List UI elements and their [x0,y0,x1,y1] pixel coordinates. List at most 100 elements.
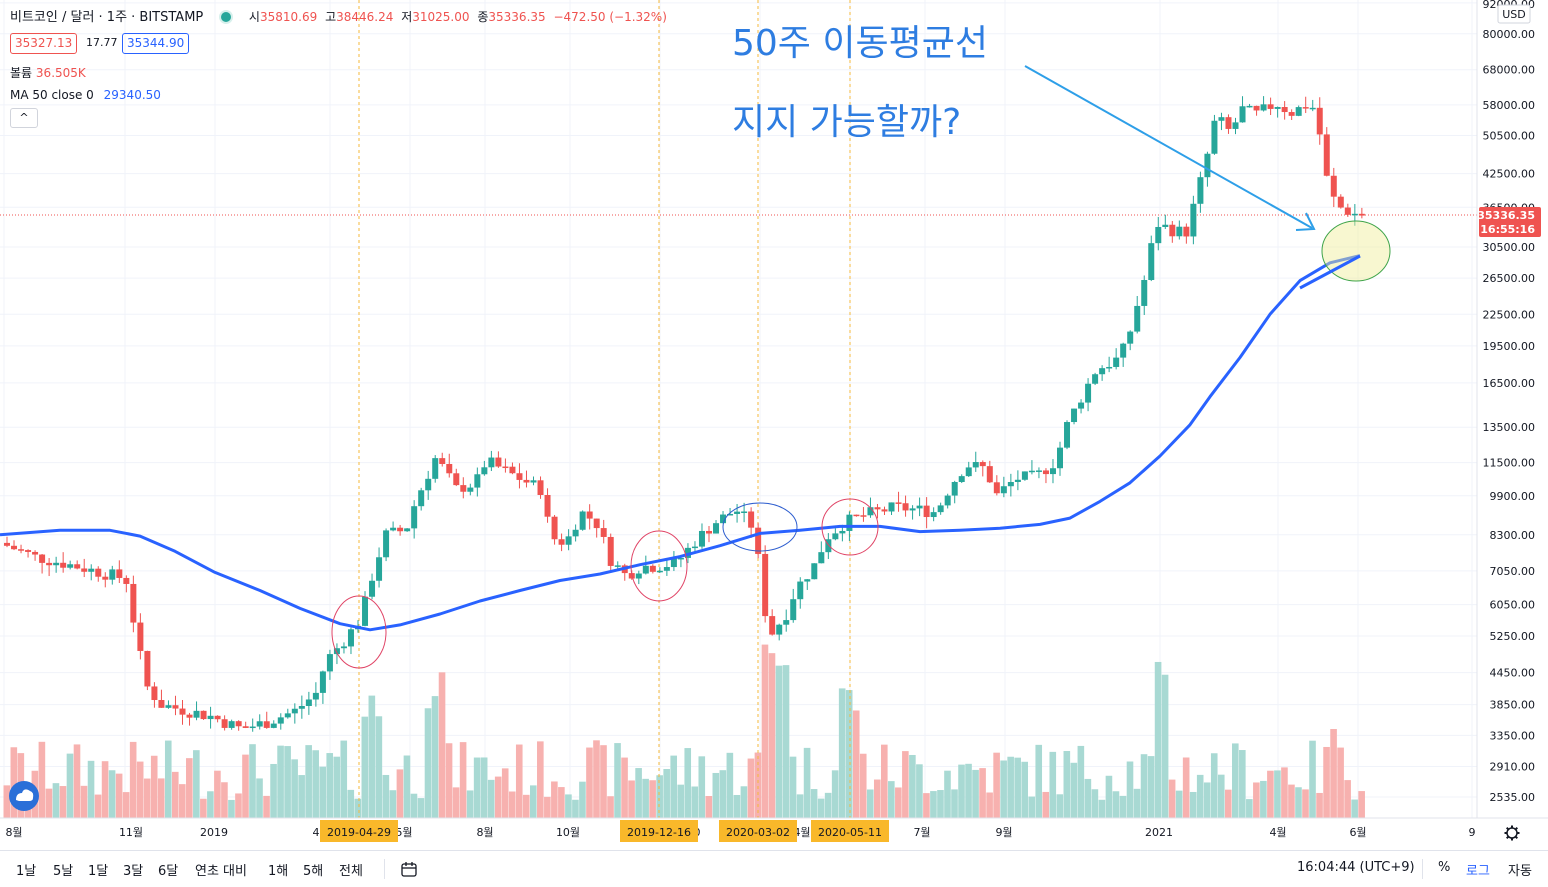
volume-bar [895,787,902,818]
price-tick-label: 6050.00 [1490,599,1536,612]
candle-body [649,565,656,572]
volume-bar [368,695,376,818]
volume-bar [1105,775,1113,818]
calendar-goto-icon[interactable] [400,860,418,878]
candle-body [965,467,972,477]
volume-bar [1288,784,1295,818]
range-all[interactable]: 전체 [339,864,363,879]
volume-bar [761,644,769,818]
volume-bar [677,784,685,818]
range-1m[interactable]: 1달 [88,864,109,879]
volume-bar [726,752,734,818]
volume-bar [417,798,425,818]
volume-bar [1028,796,1036,818]
ask-box[interactable]: 35344.90 [122,33,190,54]
candle-body [1071,408,1078,423]
candle-body [762,553,769,617]
annotation-arrow-head [1295,212,1316,231]
candle-body [397,527,404,532]
volume-bar [698,756,706,818]
axis-settings-gear-icon[interactable] [1504,825,1520,841]
range-6m[interactable]: 6달 [158,864,179,879]
candle-body [874,507,881,510]
volume-bar [649,780,656,818]
volume-bar [958,764,965,818]
annotation-title-line2: 지지 가능할까? [732,102,961,143]
candle-body [1225,117,1232,129]
last-price-label: 35336.35 [1477,209,1535,222]
range-1y[interactable]: 1해 [268,864,289,879]
volume-bar [361,716,369,818]
candle-body [1162,224,1169,227]
volume-bar [719,770,727,818]
price-tick-label: 50500.00 [1483,130,1536,143]
volume-bar [775,665,783,818]
highlight-ellipse-2019-04 [331,595,387,669]
range-3m[interactable]: 3달 [123,864,144,879]
bottom-toolbar: 1날 5날 1달 3달 6달 연초 대비 1해 5해 전체 16:04:44 (… [0,850,1548,887]
volume-bar [431,696,439,818]
candle-body [635,573,642,579]
candle-body [1246,105,1253,108]
time-tick-label: 4월 [1269,826,1286,839]
candle-body [1344,207,1351,215]
volume-bar [291,759,298,818]
auto-scale-toggle[interactable]: 자동 [1508,864,1532,879]
range-ytd[interactable]: 연초 대비 [195,864,247,879]
range-5d[interactable]: 5날 [53,864,74,879]
volume-bar [663,769,670,818]
bid-box[interactable]: 35327.13 [10,33,78,54]
volume-bar [1196,774,1204,818]
volume-bar [347,789,355,818]
volume-bar [1232,743,1239,818]
range-5y[interactable]: 5해 [303,864,324,879]
volume-bar [979,768,986,818]
candle-body [1309,107,1316,110]
time-tick-label: 9 [1469,826,1476,839]
volume-bar [1014,757,1021,818]
candle-body [495,457,502,467]
price-tick-label: 26500.00 [1483,272,1536,285]
candle-body [804,579,811,582]
volume-bar [684,748,692,818]
symbol-legend: 비트코인 / 달러 · 1주 · BITSTAMP 시35810.69 고384… [10,6,667,25]
candle-body [1197,177,1204,204]
volume-bar [810,789,818,818]
candle-body [1302,107,1309,109]
volume-bar [551,781,558,818]
volume-bar [333,756,341,818]
volume-bar [445,743,453,818]
log-scale-toggle[interactable]: 로그 [1466,864,1490,879]
volume-bar [705,795,713,818]
volume-bar [888,781,895,818]
last-price-badge [1479,207,1541,237]
tradingview-logo-icon [9,781,39,811]
volume-bar [326,753,334,818]
volume-bar [1316,792,1323,818]
volume-bar [410,793,418,818]
candle-body [172,705,179,709]
candle-body [109,569,116,580]
candle-body [1211,120,1218,154]
highlight-ellipse-2020-05 [821,498,879,556]
collapse-legend-button[interactable]: ^ [10,108,38,128]
range-1d[interactable]: 1날 [16,864,37,879]
candle-body [670,558,677,568]
candle-body [228,721,235,728]
volume-bar [1140,754,1148,818]
price-tick-label: 3350.00 [1490,729,1536,742]
clock-timezone[interactable]: 16:04:44 (UTC+9) [1297,860,1415,875]
candle-body [1035,470,1042,472]
percent-scale-toggle[interactable]: % [1438,860,1451,875]
candle-body [951,481,958,496]
volume-bar [628,780,635,818]
candle-body [390,527,397,531]
volume-bar [66,753,74,818]
date-marker-label-1: 2019-12-16 [627,826,691,839]
symbol-title[interactable]: 비트코인 / 달러 · 1주 · BITSTAMP [10,10,204,25]
gear-tooth [1514,826,1519,831]
candle-body [614,565,621,567]
candle-body [32,551,39,555]
